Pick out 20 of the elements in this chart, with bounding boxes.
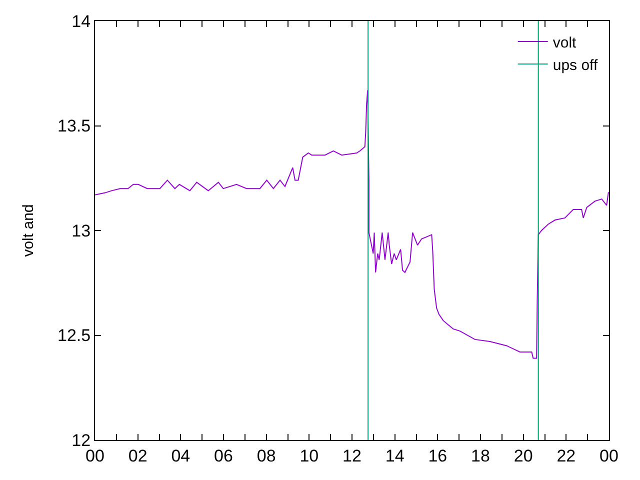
- x-tick-label: 00: [600, 446, 618, 466]
- x-tick-label: 16: [428, 446, 448, 466]
- x-tick-label: 08: [256, 446, 276, 466]
- y-tick-label: 14: [72, 12, 91, 31]
- x-tick-label: 18: [471, 446, 490, 466]
- legend-label: volt: [552, 34, 578, 52]
- line-series: [95, 90, 609, 359]
- x-tick-label: 22: [556, 446, 576, 466]
- y-tick-label: 13.5: [58, 116, 91, 136]
- x-tick-label: 10: [300, 446, 319, 466]
- y-tick-label: 13: [72, 221, 91, 240]
- legend-label: ups off: [552, 56, 598, 74]
- x-tick-label: 12: [342, 446, 362, 466]
- x-tick-label: 04: [171, 446, 190, 466]
- x-tick-label: 14: [385, 446, 404, 466]
- y-axis-title: volt and: [20, 204, 37, 257]
- x-tick-label: 02: [128, 446, 148, 466]
- x-tick-label: 06: [214, 446, 233, 466]
- y-tick-label: 12.5: [58, 326, 91, 346]
- x-tick-label: 20: [514, 446, 533, 466]
